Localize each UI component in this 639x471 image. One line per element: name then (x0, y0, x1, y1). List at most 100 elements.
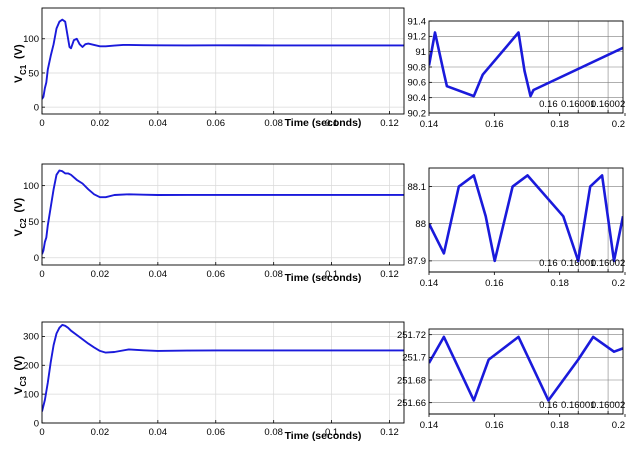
x-tick-label: 0.02 (91, 269, 110, 280)
outer-x-tick-label: 0.16 (485, 278, 504, 289)
x-tick-label: 0.1 (325, 427, 338, 438)
outer-x-tick-label: 0.18 (550, 119, 569, 130)
x-tick-label: 0.16001 (561, 258, 595, 269)
main-plot-1: 0 50 100 0 0.02 0.04 0.06 0.08 0.1 0.12 Time (seco… (13, 7, 405, 129)
x-tick-label: 0.02 (91, 427, 110, 438)
main-plot-3: 0 100 200 300 0 0.02 0.04 0.06 0.08 0.1 0.12 Time (… (13, 321, 405, 442)
zoom-plot-3: 251.66 251.68 251.7 251.72 0.16 0.160010.1600… (397, 328, 625, 415)
y-tick-label: 90.2 (408, 108, 427, 119)
series-line (429, 335, 623, 402)
y-axis-label-sub: C2 (19, 218, 28, 229)
y-tick-label: 251.7 (402, 353, 426, 364)
x-axis-label: Time (seconds) (285, 117, 362, 129)
y-tick-label: 91 (415, 47, 426, 58)
x-tick-label: 0.1 (325, 269, 338, 280)
x-tick-label: 0.04 (149, 269, 168, 280)
x-tick-label: 0 (39, 118, 44, 129)
y-tick-label: 90.4 (408, 93, 427, 104)
x-tick-label: 0.08 (264, 427, 283, 438)
x-tick-label: 0.06 (207, 269, 226, 280)
y-axis-label-sub: C3 (19, 376, 28, 387)
plot-frame (41, 7, 405, 115)
outer-x-tick-label: 0.14 (420, 278, 439, 289)
x-tick-label: 0.16 (539, 400, 558, 411)
outer-x-tick-label: 0.2 (612, 119, 625, 130)
plot-frame (41, 321, 405, 424)
y-tick-label: 100 (23, 34, 39, 45)
y-tick-label: 251.72 (397, 330, 426, 341)
x-tick-label: 0.06 (207, 118, 226, 129)
x-tick-label: 0 (39, 427, 44, 438)
y-tick-label: 300 (23, 332, 39, 343)
outer-x-tick-label: 0.2 (612, 278, 625, 289)
series-line (42, 323, 404, 412)
x-tick-label: 0.08 (264, 269, 283, 280)
y-tick-label: 200 (23, 361, 39, 372)
outer-x-tick-label: 0.18 (550, 278, 569, 289)
outer-axis-1: 0.14 0.16 0.18 0.2 (420, 112, 626, 130)
x-tick-label: 0 (39, 269, 44, 280)
x-tick-label: 0.12 (380, 269, 399, 280)
outer-x-tick-label: 0.16 (485, 420, 504, 431)
y-axis-label-main: V (13, 387, 25, 395)
outer-axis-2: 0.14 0.16 0.18 0.2 (420, 271, 626, 289)
y-tick-label: 0 (34, 418, 39, 429)
y-axis-label: VC1 (V) (13, 44, 28, 83)
x-tick-label: 0.1 (325, 118, 338, 129)
outer-x-tick-label: 0.18 (550, 420, 569, 431)
y-tick-label: 88 (415, 219, 426, 230)
outer-x-tick-label: 0.16 (485, 119, 504, 130)
plot-area (42, 164, 404, 265)
y-axis-label-unit: (V) (13, 356, 25, 371)
y-axis-label-unit: (V) (13, 198, 25, 213)
y-tick-label: 100 (23, 389, 39, 400)
y-tick-label: 88.1 (408, 182, 427, 193)
x-tick-label: 0.12 (380, 118, 399, 129)
main-plot-2: 0 50 100 0 0.02 0.04 0.06 0.08 0.1 0.12 Time (seco… (13, 163, 405, 284)
plot-area (42, 322, 404, 423)
x-axis-label: Time (seconds) (285, 272, 362, 284)
x-tick-label: 0.12 (380, 427, 399, 438)
series-line (429, 174, 623, 263)
y-tick-label: 50 (28, 68, 39, 79)
outer-x-tick-label: 0.14 (420, 119, 439, 130)
y-tick-label: 251.68 (397, 375, 426, 386)
y-tick-label: 91.2 (408, 32, 427, 43)
y-tick-label: 50 (28, 217, 39, 228)
y-tick-label: 251.66 (397, 398, 426, 409)
y-axis-label: VC2 (V) (13, 198, 28, 237)
x-tick-label: 0.04 (149, 118, 168, 129)
outer-axis-3: 0.14 0.16 0.18 0.2 (420, 413, 626, 431)
x-tick-label: 0.08 (264, 118, 283, 129)
y-axis-label-unit: (V) (13, 44, 25, 59)
plot-area (42, 8, 404, 114)
series-line (42, 18, 404, 100)
y-tick-label: 90.8 (408, 62, 427, 73)
y-axis-label: VC3 (V) (13, 356, 28, 395)
y-axis-label-main: V (13, 229, 25, 237)
x-tick-label: 0.16002 (591, 400, 625, 411)
y-axis-label-main: V (13, 75, 25, 83)
x-tick-label: 0.16 (539, 258, 558, 269)
y-tick-label: 87.9 (408, 256, 427, 267)
y-tick-label: 0 (34, 102, 39, 113)
y-tick-label: 90.6 (408, 78, 427, 89)
outer-x-tick-label: 0.14 (420, 420, 439, 431)
x-tick-label: 0.16002 (591, 99, 625, 110)
x-tick-label: 0.06 (207, 427, 226, 438)
series-line (429, 31, 623, 98)
y-tick-label: 0 (34, 253, 39, 264)
x-tick-label: 0.16001 (561, 99, 595, 110)
x-tick-label: 0.16001 (561, 400, 595, 411)
zoom-plot-1: 90.2 90.4 90.6 90.8 91 91.2 91.4 0.16 0.160010.1… (408, 16, 626, 119)
x-tick-label: 0.02 (91, 118, 110, 129)
x-tick-label: 0.16 (539, 99, 558, 110)
outer-x-tick-label: 0.2 (612, 420, 625, 431)
x-tick-label: 0.04 (149, 427, 168, 438)
plot-frame (41, 163, 405, 266)
y-tick-label: 91.4 (408, 16, 427, 27)
x-tick-label: 0.16002 (591, 258, 625, 269)
y-axis-label-sub: C1 (19, 64, 28, 75)
